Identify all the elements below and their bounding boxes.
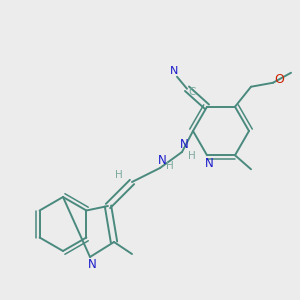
- Text: H: H: [188, 151, 196, 161]
- Text: O: O: [274, 73, 284, 86]
- Text: N: N: [158, 154, 166, 167]
- Text: H: H: [166, 161, 174, 171]
- Text: N: N: [88, 259, 96, 272]
- Text: N: N: [170, 66, 178, 76]
- Text: C: C: [188, 87, 196, 97]
- Text: N: N: [205, 157, 213, 170]
- Text: N: N: [180, 139, 188, 152]
- Text: H: H: [115, 170, 123, 180]
